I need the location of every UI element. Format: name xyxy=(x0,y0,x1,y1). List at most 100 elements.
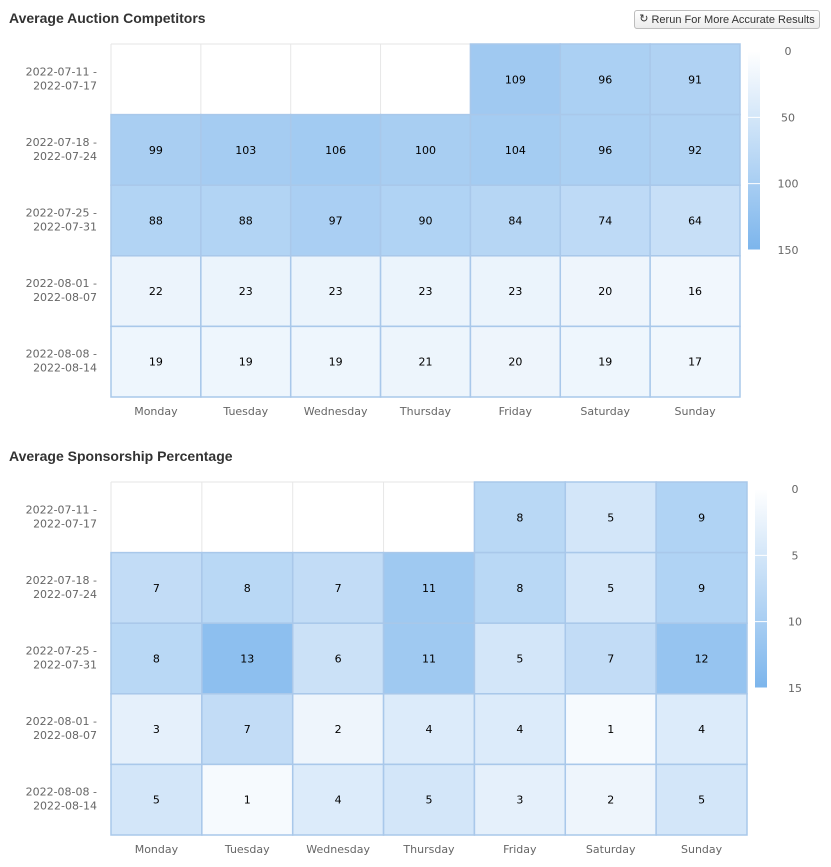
c1-heatmap-cell[interactable] xyxy=(559,255,651,328)
c1-heatmap-cell[interactable] xyxy=(289,255,382,328)
c1-heatmap-cell[interactable] xyxy=(649,113,741,186)
c2-cell-value-label: 12 xyxy=(695,653,709,666)
c1-cell-value-label: 74 xyxy=(598,215,612,228)
c2-heatmap-cell[interactable] xyxy=(655,481,748,554)
c2-heatmap-cell[interactable] xyxy=(473,622,567,695)
c1-heatmap-cell[interactable] xyxy=(110,255,202,328)
c2-y-tick-label-end: 2022-07-17 xyxy=(33,517,97,530)
c1-heatmap-cell[interactable] xyxy=(110,113,202,186)
c1-cell-value-label: 22 xyxy=(149,285,163,298)
c2-cell-value-label: 7 xyxy=(153,582,160,595)
c2-x-tick-label: Sunday xyxy=(681,843,723,856)
c2-heatmap-cell[interactable] xyxy=(201,622,294,695)
c1-heatmap-cell[interactable] xyxy=(200,184,292,257)
c1-cell-value-label: 64 xyxy=(688,215,702,228)
c2-x-tick-label: Saturday xyxy=(586,843,636,856)
c1-cell-value-label: 23 xyxy=(239,285,253,298)
c2-cell-value-label: 6 xyxy=(335,653,342,666)
c2-x-tick-label: Wednesday xyxy=(306,843,370,856)
c1-heatmap-cell[interactable] xyxy=(110,325,202,398)
c1-heatmap-cell[interactable] xyxy=(649,255,741,328)
c2-cell-value-label: 9 xyxy=(698,582,705,595)
c1-x-tick-label: Friday xyxy=(499,405,533,418)
c2-cell-value-label: 11 xyxy=(422,653,436,666)
c1-heatmap-cell[interactable] xyxy=(200,255,292,328)
c2-cell-value-label: 8 xyxy=(516,582,523,595)
c1-cell-value-label: 97 xyxy=(329,215,343,228)
rerun-button[interactable]: ↻ Rerun For More Accurate Results xyxy=(634,10,820,29)
c1-cell-value-label: 23 xyxy=(508,285,522,298)
c2-color-scale-label: 5 xyxy=(792,549,799,562)
c2-y-tick-label-end: 2022-08-07 xyxy=(33,729,97,742)
c1-heatmap-cell[interactable] xyxy=(469,43,562,116)
c2-y-tick-label-start: 2022-07-11 - xyxy=(26,503,97,516)
chart-title-auction-competitors: Average Auction Competitors xyxy=(9,10,206,26)
c1-heatmap-cell[interactable] xyxy=(469,113,562,186)
c2-heatmap-cell[interactable] xyxy=(473,763,567,836)
c2-cell-value-label: 7 xyxy=(607,653,614,666)
c1-x-tick-label: Saturday xyxy=(580,405,630,418)
c1-cell-value-label: 92 xyxy=(688,144,702,157)
c2-heatmap-cell[interactable] xyxy=(110,763,203,836)
c1-heatmap-cell[interactable] xyxy=(289,113,382,186)
c2-heatmap-cell[interactable] xyxy=(110,551,203,624)
c2-y-tick-label-start: 2022-08-08 - xyxy=(26,786,97,799)
c1-heatmap-cell[interactable] xyxy=(379,325,472,398)
c2-cell-value-label: 8 xyxy=(244,582,251,595)
c1-y-tick-label-end: 2022-07-31 xyxy=(33,221,97,234)
c2-heatmap-cell[interactable] xyxy=(655,763,748,836)
c1-heatmap-cell[interactable] xyxy=(469,255,562,328)
c1-color-scale-label: 0 xyxy=(785,45,792,58)
c1-cell-value-label: 23 xyxy=(419,285,433,298)
c1-heatmap-cell[interactable] xyxy=(200,113,292,186)
c1-cell-value-label: 88 xyxy=(149,215,163,228)
c2-color-scale-label: 0 xyxy=(792,483,799,496)
c2-heatmap-cell[interactable] xyxy=(564,481,657,554)
c1-heatmap-cell[interactable] xyxy=(469,325,562,398)
c2-heatmap-cell[interactable] xyxy=(201,551,294,624)
c2-heatmap-cell[interactable] xyxy=(655,622,748,695)
c2-heatmap-cell[interactable] xyxy=(291,693,385,766)
c2-color-scale-bar xyxy=(755,489,767,688)
c1-color-scale-label: 50 xyxy=(781,111,795,124)
c1-heatmap-cell[interactable] xyxy=(559,325,651,398)
c1-cell-value-label: 103 xyxy=(235,144,256,157)
c2-heatmap-cell[interactable] xyxy=(564,622,657,695)
chart-title-sponsorship-percentage: Average Sponsorship Percentage xyxy=(9,448,233,464)
c1-cell-value-label: 90 xyxy=(419,215,433,228)
c1-x-tick-label: Tuesday xyxy=(222,405,268,418)
c1-heatmap-cell[interactable] xyxy=(649,325,741,398)
c1-heatmap-cell[interactable] xyxy=(289,184,382,257)
c2-heatmap-cell[interactable] xyxy=(564,551,657,624)
c1-cell-value-label: 106 xyxy=(325,144,346,157)
c1-cell-value-label: 96 xyxy=(598,144,612,157)
c2-cell-value-label: 5 xyxy=(698,794,705,807)
c2-cell-value-label: 4 xyxy=(335,794,342,807)
c2-color-scale-label: 10 xyxy=(788,616,802,629)
c1-cell-value-label: 20 xyxy=(508,356,522,369)
c2-heatmap-cell[interactable] xyxy=(291,622,385,695)
c2-cell-value-label: 5 xyxy=(607,582,614,595)
c2-cell-value-label: 4 xyxy=(698,723,705,736)
c1-heatmap-cell[interactable] xyxy=(379,255,472,328)
c1-cell-value-label: 19 xyxy=(149,356,163,369)
c1-heatmap-cell[interactable] xyxy=(559,113,651,186)
c2-x-tick-label: Friday xyxy=(503,843,537,856)
c1-cell-value-label: 21 xyxy=(419,356,433,369)
c2-cell-value-label: 8 xyxy=(516,511,523,524)
c1-color-scale-label: 150 xyxy=(778,244,799,257)
c1-cell-value-label: 104 xyxy=(505,144,526,157)
c1-heatmap-cell[interactable] xyxy=(559,184,651,257)
c1-cell-value-label: 16 xyxy=(688,285,702,298)
c1-color-scale-label: 100 xyxy=(778,178,799,191)
c1-x-tick-label: Monday xyxy=(134,405,178,418)
c1-heatmap-cell[interactable] xyxy=(649,184,741,257)
c1-y-tick-label-end: 2022-07-24 xyxy=(33,150,97,163)
c1-heatmap-cell[interactable] xyxy=(649,43,741,116)
c2-x-tick-label: Tuesday xyxy=(224,843,270,856)
c2-heatmap-cell[interactable] xyxy=(382,551,476,624)
c1-cell-value-label: 100 xyxy=(415,144,436,157)
refresh-icon: ↻ xyxy=(639,13,649,25)
rerun-button-label: Rerun For More Accurate Results xyxy=(651,13,815,26)
